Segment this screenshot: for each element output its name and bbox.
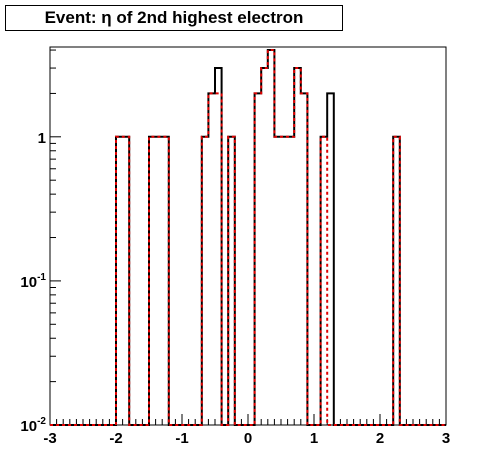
x-tick-label: -2 bbox=[109, 430, 122, 447]
x-tick-label: 0 bbox=[244, 430, 252, 447]
series-layer bbox=[50, 49, 446, 426]
x-tick-label: -3 bbox=[43, 430, 56, 447]
y-tick-labels: 10-2 10-1 1 bbox=[20, 130, 46, 435]
x-tick-label: 1 bbox=[310, 430, 318, 447]
histogram-series-1 bbox=[50, 49, 446, 426]
x-tick-label: 2 bbox=[376, 430, 384, 447]
y-tick-label: 10-2 bbox=[20, 416, 46, 435]
x-tick-labels: -3 -2 -1 0 1 2 3 bbox=[43, 430, 450, 447]
x-tick-label: 3 bbox=[442, 430, 450, 447]
y-tick-label: 1 bbox=[38, 130, 46, 147]
y-tick-label: 10-1 bbox=[20, 272, 46, 291]
plot-frame bbox=[49, 46, 447, 426]
axis-ticks bbox=[49, 49, 447, 426]
chart-title: Event: η of 2nd highest electron bbox=[5, 5, 343, 31]
histogram-series-2 bbox=[50, 49, 446, 426]
x-tick-label: -1 bbox=[175, 430, 188, 447]
